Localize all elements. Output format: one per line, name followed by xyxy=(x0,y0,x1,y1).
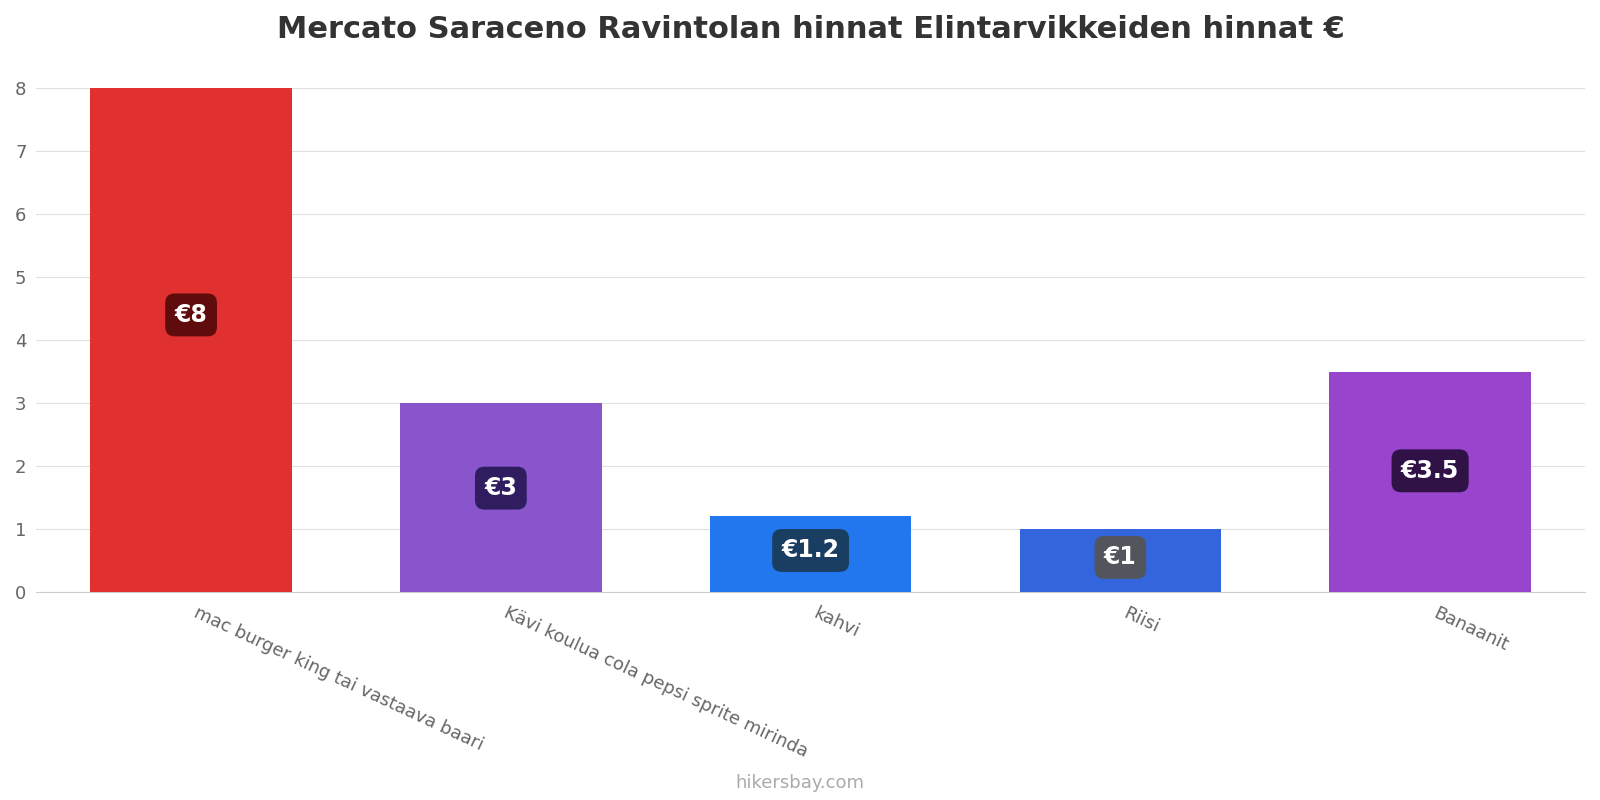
Text: €3: €3 xyxy=(485,476,517,500)
Text: €1.2: €1.2 xyxy=(782,538,840,562)
Bar xyxy=(1330,372,1531,592)
Title: Mercato Saraceno Ravintolan hinnat Elintarvikkeiden hinnat €: Mercato Saraceno Ravintolan hinnat Elint… xyxy=(277,15,1344,44)
Text: hikersbay.com: hikersbay.com xyxy=(736,774,864,792)
Text: €1: €1 xyxy=(1104,546,1136,570)
Text: €3.5: €3.5 xyxy=(1402,459,1459,483)
Text: €8: €8 xyxy=(174,303,208,327)
Bar xyxy=(710,517,912,592)
Bar xyxy=(91,88,291,592)
Bar xyxy=(400,403,602,592)
Bar xyxy=(1019,529,1221,592)
